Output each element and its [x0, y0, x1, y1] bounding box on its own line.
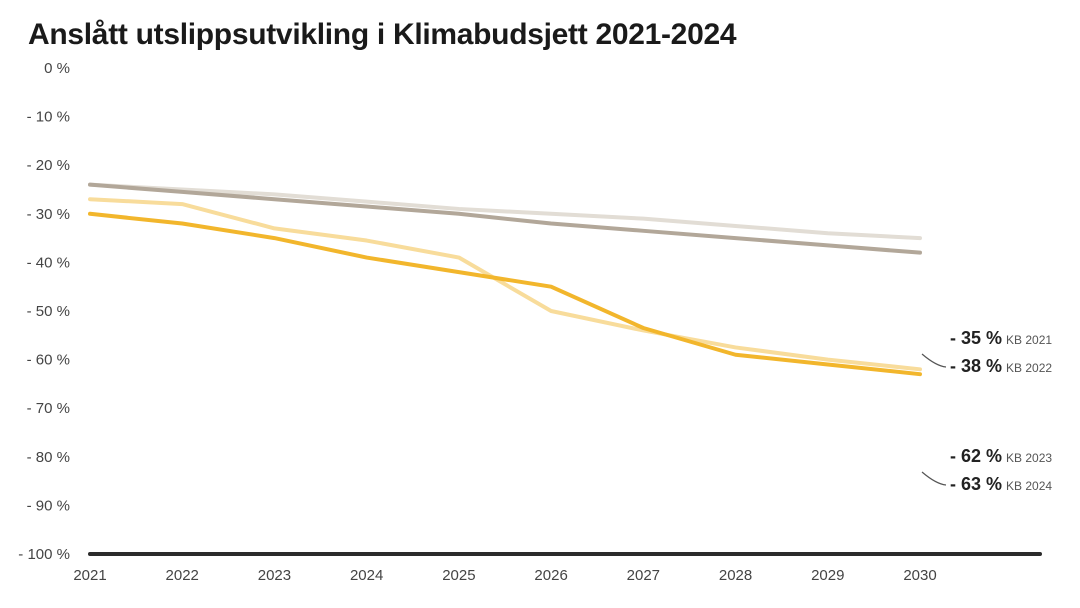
y-tick-label: - 40 %	[27, 254, 70, 271]
series-line	[90, 185, 920, 253]
y-tick-label: - 50 %	[27, 303, 70, 320]
x-tick-label: 2025	[442, 567, 475, 584]
end-label-name: KB 2024	[1006, 479, 1052, 493]
x-tick-label: 2030	[903, 567, 936, 584]
x-tick-label: 2027	[627, 567, 660, 584]
chart-container: Anslått utslippsutvikling i Klimabudsjet…	[0, 0, 1080, 608]
end-label-name: KB 2021	[1006, 333, 1052, 347]
end-label-name: KB 2022	[1006, 361, 1052, 375]
end-label-value: - 35 %	[950, 328, 1002, 348]
x-axis: 2021 2022 2023 2024 2025 2026 2027 2028 2029 2030	[73, 567, 936, 584]
x-tick-label: 2028	[719, 567, 752, 584]
y-axis: 0 % - 10 % - 20 % - 30 % - 40 % - 50 % - 60 % -…	[18, 60, 70, 563]
line-chart: 0 % - 10 % - 20 % - 30 % - 40 % - 50 % - 60 % -…	[0, 0, 1080, 608]
y-tick-label: - 10 %	[27, 109, 70, 126]
leader-line	[922, 354, 946, 367]
leader-lines	[922, 354, 946, 485]
series-line	[90, 214, 920, 374]
x-tick-label: 2021	[73, 567, 106, 584]
y-tick-label: 0 %	[44, 60, 70, 77]
end-label-value: - 62 %	[950, 446, 1002, 466]
y-tick-label: - 30 %	[27, 206, 70, 223]
leader-line	[922, 472, 946, 485]
x-tick-label: 2026	[534, 567, 567, 584]
x-tick-label: 2023	[258, 567, 291, 584]
y-tick-label: - 20 %	[27, 157, 70, 174]
series-line	[90, 199, 920, 369]
x-tick-label: 2022	[166, 567, 199, 584]
y-tick-label: - 90 %	[27, 497, 70, 514]
y-tick-label: - 70 %	[27, 400, 70, 417]
series-lines	[90, 185, 920, 375]
x-tick-label: 2024	[350, 567, 383, 584]
end-label-name: KB 2023	[1006, 451, 1052, 465]
y-tick-label: - 80 %	[27, 449, 70, 466]
y-tick-label: - 60 %	[27, 352, 70, 369]
end-label-value: - 38 %	[950, 356, 1002, 376]
x-tick-label: 2029	[811, 567, 844, 584]
y-tick-label: - 100 %	[18, 546, 70, 563]
end-label-value: - 63 %	[950, 474, 1002, 494]
end-labels: - 35 % KB 2021 - 38 % KB 2022 - 62 % KB 2023-…	[950, 328, 1052, 494]
